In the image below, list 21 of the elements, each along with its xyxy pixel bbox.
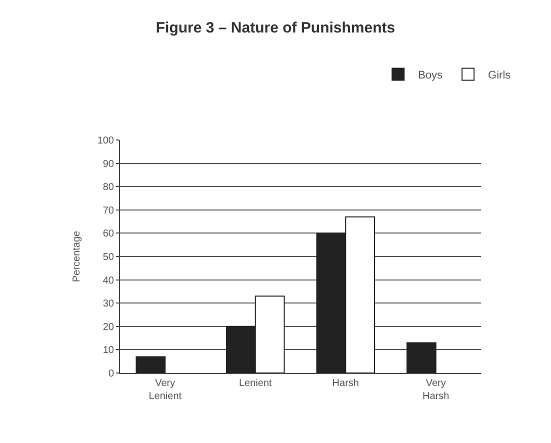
- legend-label: Boys: [418, 70, 444, 82]
- y-tick-label: 60: [102, 228, 114, 240]
- chart-title: Figure 3 – Nature of Punishments: [156, 20, 396, 37]
- x-tick-label: Harsh: [332, 378, 359, 389]
- y-tick-label: 80: [102, 182, 114, 194]
- x-tick-label: Very Harsh: [422, 378, 450, 402]
- x-tick-label: Lenient: [238, 378, 272, 389]
- bar: [136, 356, 166, 373]
- y-tick-label: 70: [102, 205, 114, 216]
- y-tick-label: 20: [102, 322, 114, 333]
- y-tick-label: 100: [97, 136, 114, 146]
- legend-label: Girls: [488, 70, 512, 82]
- y-tick-label: 10: [102, 345, 114, 356]
- y-axis-title: Percentage: [71, 230, 82, 282]
- y-tick-label: 30: [102, 298, 114, 310]
- y-tick-label: 90: [102, 158, 114, 170]
- bar: [406, 342, 436, 373]
- y-tick-label: 50: [102, 252, 114, 263]
- x-tick-label: Very Lenient: [148, 378, 182, 402]
- y-tick-label: 0: [108, 368, 114, 380]
- y-tick-label: 40: [102, 275, 114, 286]
